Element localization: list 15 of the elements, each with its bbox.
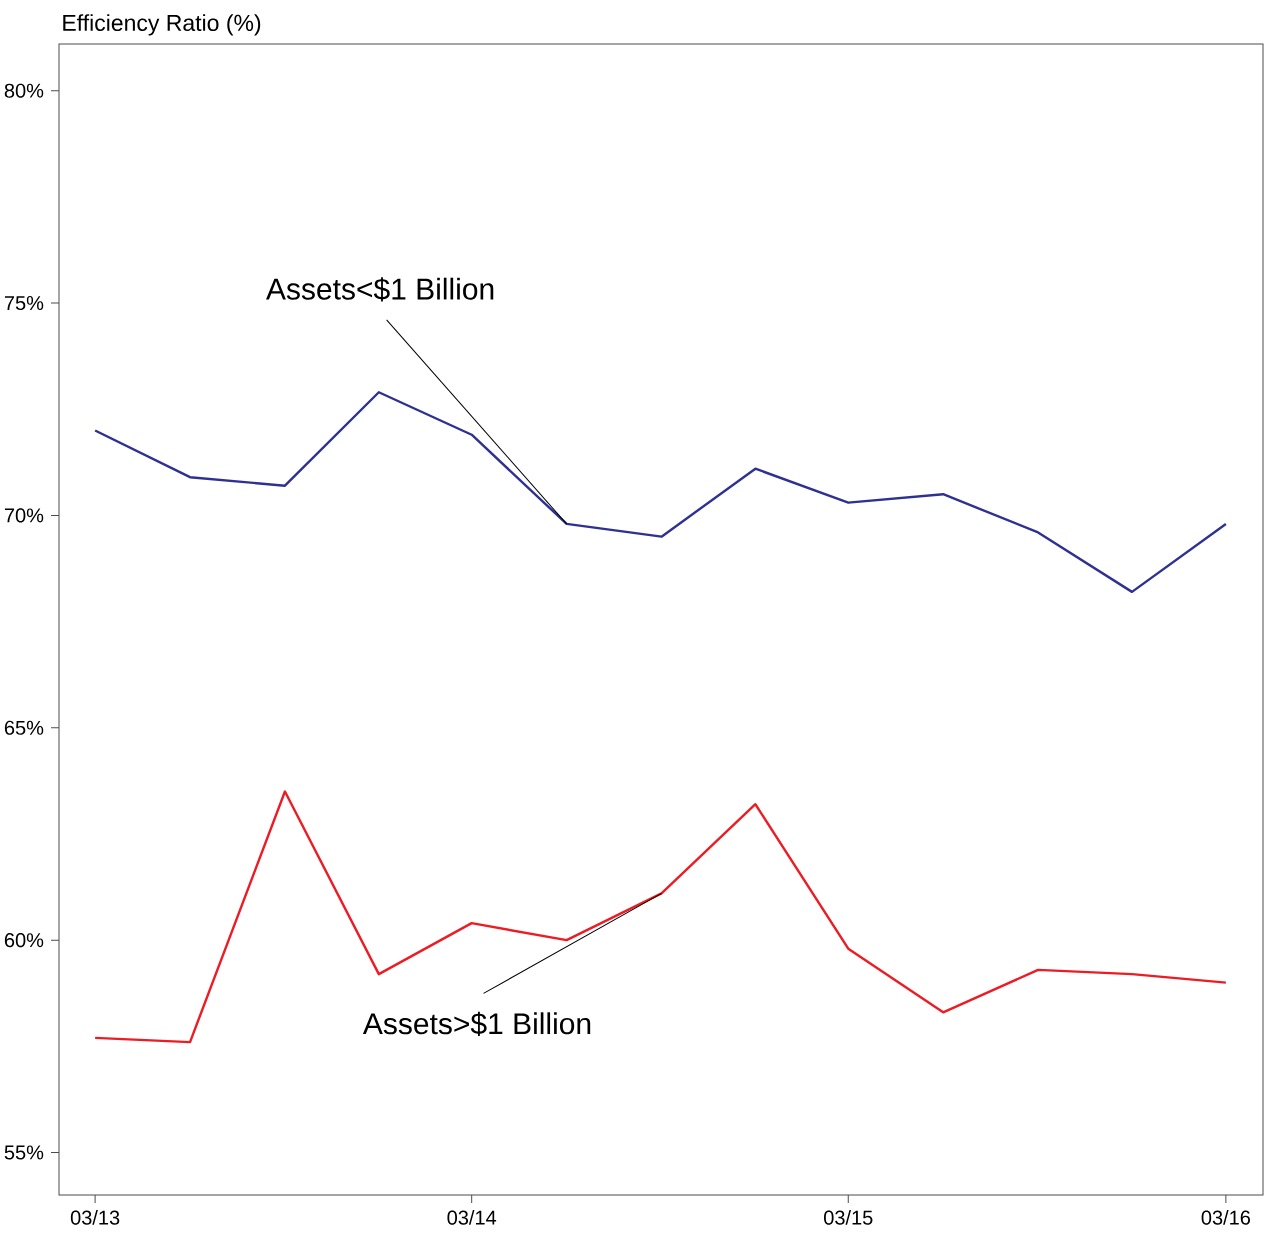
y-tick-label: 75%: [4, 296, 44, 311]
line-series: [93, 391, 1228, 594]
y-tick-label: 65%: [4, 720, 44, 735]
x-tick-label: 03/13: [70, 1210, 120, 1225]
line-series: [93, 790, 1228, 1044]
y-tick-label: 70%: [4, 508, 44, 523]
y-tick-label: 80%: [4, 83, 44, 98]
x-tick-label: 03/14: [447, 1210, 497, 1225]
y-axis-title: Efficiency Ratio (%): [63, 14, 261, 36]
y-tick-label: 60%: [4, 933, 44, 948]
x-tick-label: 03/16: [1201, 1210, 1251, 1225]
x-tick-label: 03/15: [824, 1210, 873, 1225]
annotation: Assets>$1 Billion: [362, 1011, 591, 1037]
annotation: Assets<$1 Billion: [266, 277, 494, 302]
y-tick-label: 55%: [4, 1145, 44, 1160]
